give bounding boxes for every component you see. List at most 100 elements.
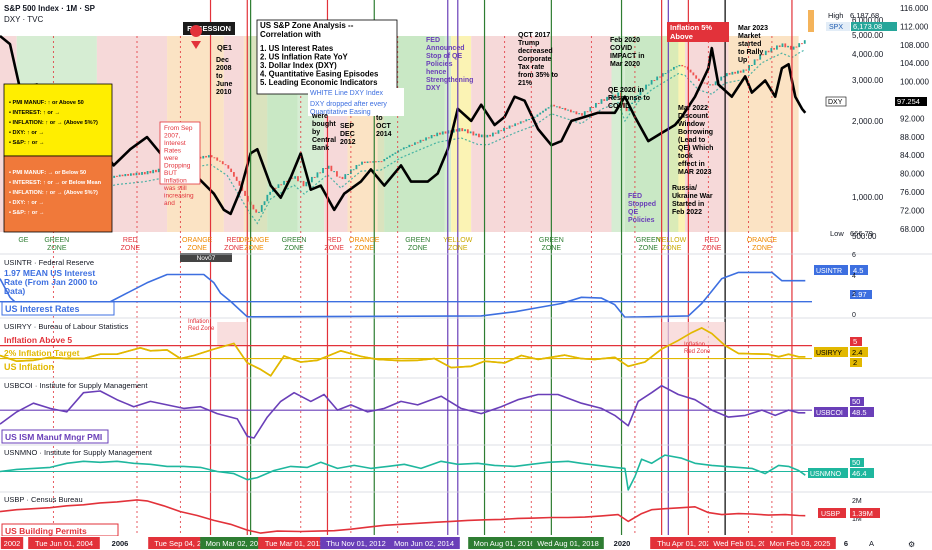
spx-candle — [589, 106, 592, 112]
spx-candle — [725, 73, 728, 77]
spx-candle — [544, 108, 547, 111]
zone-label: ORANGE — [349, 237, 380, 244]
x-axis-badge — [0, 537, 24, 549]
spx-candle — [274, 187, 277, 189]
mar-2022-note: MAR 2023 — [678, 169, 712, 176]
zone-label: ORANGE — [182, 237, 213, 244]
zone-label: YELLOW — [657, 237, 687, 244]
y-tick-label-spx: 4,000.00 — [852, 50, 884, 59]
spx-candle — [586, 111, 589, 113]
mar-2022-note: took — [678, 153, 693, 160]
inflation-2-tag — [850, 358, 862, 367]
spx-moving-average — [16, 48, 806, 225]
x-axis-badge — [532, 537, 604, 549]
feb-2020-note: Mar 2020 — [610, 61, 640, 68]
spx-value: 6,173.08 — [853, 22, 882, 31]
spx-candle — [322, 168, 324, 174]
inflation-red-zone-1 — [217, 322, 248, 346]
spx-candle — [706, 82, 709, 85]
legend-1-item: • INFLATION: ↑ or → (Above 5%?) — [9, 120, 98, 126]
spx-candle — [636, 95, 639, 97]
spx-candle — [116, 175, 118, 177]
spx-candle — [408, 144, 411, 148]
legend-2-item: • INFLATION: ↑ or → (Above 5%?) — [9, 190, 98, 196]
sep-dec-note: SEP — [340, 123, 354, 130]
spx-candle — [213, 157, 216, 159]
from-sep-note: Dropping — [164, 163, 191, 170]
spx-candle — [205, 155, 207, 158]
mar-2023-note: started — [738, 41, 761, 48]
spx-candle — [157, 168, 160, 173]
low-value: 666.79 — [850, 229, 873, 238]
inflation-2-value: 2 — [853, 358, 857, 367]
qe1-dates: Dec — [216, 57, 229, 64]
spx-candle — [199, 156, 202, 159]
spx-candle — [659, 76, 661, 78]
spx-candle — [132, 173, 135, 176]
dxy-value: 97.254 — [897, 97, 920, 106]
spx-candle — [386, 157, 388, 159]
dxy-value-bg — [895, 97, 927, 106]
y-tick-label-spx: 500.00 — [852, 232, 877, 241]
x-axis-label: Tue Jun 01, 2004 — [35, 539, 93, 548]
nmi-line — [0, 454, 806, 491]
x-axis-label: Mon Aug 01, 2016 — [474, 539, 535, 548]
y-tick-label: 84.000 — [900, 151, 925, 160]
zone-band — [685, 36, 729, 232]
inflation-line-top — [0, 327, 806, 377]
spx-candle — [377, 161, 380, 163]
spx-candle — [230, 168, 233, 173]
fed-announced-note: Policies — [426, 61, 453, 68]
y-tick-label-spx: 1,000.00 — [852, 193, 884, 202]
bp-title: US Building Permits — [5, 526, 87, 536]
spx-candle — [681, 64, 684, 67]
analysis-item: 5. Leading Economic Indicators — [260, 78, 378, 87]
nov07-badge — [180, 253, 232, 262]
spx-candle — [433, 134, 436, 137]
spx-candle — [759, 54, 762, 60]
zone-label: ZONE — [702, 245, 722, 252]
spx-candle — [642, 89, 645, 91]
bp-tag: USBP — [821, 511, 840, 518]
spx-candle — [152, 169, 155, 174]
spx-candle — [622, 102, 625, 108]
bp-value: 1.39M — [852, 509, 873, 518]
spx-candle — [219, 160, 221, 162]
spx-candle — [255, 209, 258, 213]
interest-tag: USINTR — [816, 268, 842, 275]
y-tick-label: 88.000 — [900, 133, 925, 142]
spx-candle — [653, 80, 656, 82]
zone-label: GREEN — [44, 237, 69, 244]
nmi-source: USNMNO · Institute for Supply Management — [4, 448, 153, 457]
inflation-value: 2.4 — [852, 348, 862, 357]
pmi-line — [0, 384, 806, 439]
spx-candle — [533, 116, 536, 118]
spx-candle — [227, 165, 230, 169]
spx-candle — [480, 134, 483, 138]
qct-2017-note: Corporate — [518, 56, 552, 63]
spx-candle — [478, 133, 480, 138]
spx-candle — [344, 174, 347, 180]
y-tick-label: 72.000 — [900, 206, 925, 215]
fed-announced-note: Strengthening — [426, 77, 473, 84]
spx-candle — [714, 81, 717, 86]
zone-label: ZONE — [448, 245, 468, 252]
x-axis-label: Mon Mar 02, 2009 — [206, 539, 267, 548]
interest-tick: 0 — [852, 312, 856, 319]
y-tick-label: 116.000 — [900, 4, 929, 13]
spx-candle — [698, 78, 700, 82]
mar-2022-note: (Lead to — [678, 137, 705, 144]
spx-candle — [235, 176, 238, 181]
fed-stopped-note: Stopped — [628, 201, 656, 208]
spx-candle — [742, 69, 745, 73]
spx-candle — [514, 123, 517, 127]
spx-candle — [269, 191, 272, 195]
spx-candle — [330, 165, 333, 172]
spx-candle — [121, 174, 124, 177]
pmi-50-value: 50 — [852, 397, 860, 406]
spx-candle — [280, 184, 283, 186]
zone-label: ZONE — [542, 245, 562, 252]
inflation-tag: USIRYY — [816, 350, 842, 357]
spx-candle — [405, 147, 408, 149]
spx-candle — [486, 134, 489, 138]
